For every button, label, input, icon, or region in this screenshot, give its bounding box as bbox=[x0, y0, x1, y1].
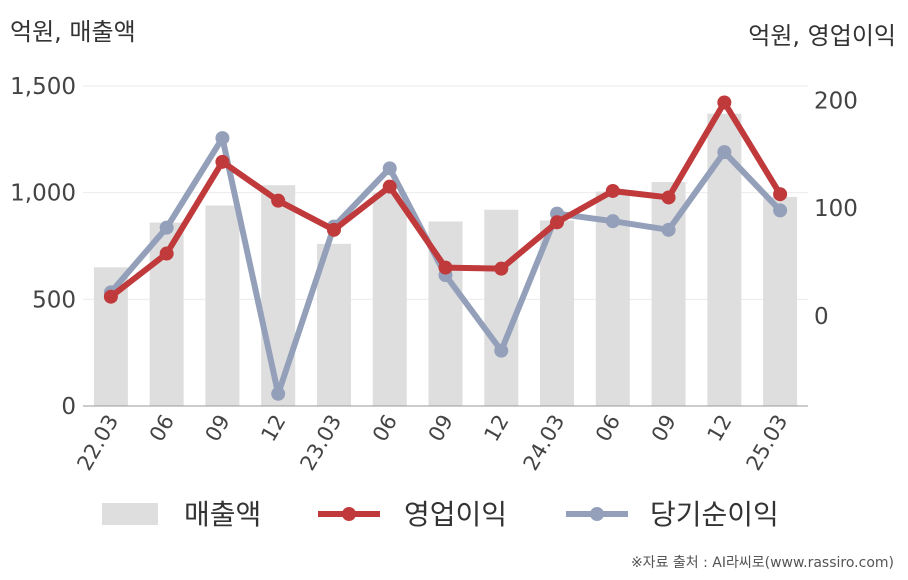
x-tick-label-3: 12 bbox=[256, 411, 290, 446]
legend: 매출액 영업이익 당기순이익 bbox=[102, 498, 779, 531]
operating-profit-point-7 bbox=[494, 261, 509, 276]
right-tick-label-2: 200 bbox=[814, 88, 858, 114]
bar-7 bbox=[484, 209, 519, 406]
x-tick-label-7: 12 bbox=[479, 411, 513, 446]
net-income-point-10 bbox=[661, 222, 676, 237]
legend-marker-net-income bbox=[590, 507, 604, 521]
bar-12 bbox=[763, 196, 798, 406]
bar-4 bbox=[316, 243, 351, 406]
bar-3 bbox=[261, 185, 296, 406]
operating-profit-point-9 bbox=[605, 183, 620, 198]
net-income-point-1 bbox=[159, 220, 174, 235]
bar-10 bbox=[651, 182, 686, 406]
operating-profit-point-3 bbox=[271, 193, 286, 208]
legend-swatch-bar bbox=[102, 503, 158, 525]
net-income-point-12 bbox=[773, 203, 788, 218]
x-tick-label-4: 23.03 bbox=[295, 411, 346, 475]
net-income-point-2 bbox=[215, 131, 230, 146]
legend-label-2: 당기순이익 bbox=[650, 498, 779, 531]
right-axis-ticks: 0 100 200 bbox=[814, 88, 858, 330]
bar-2 bbox=[205, 205, 240, 406]
net-income-point-11 bbox=[717, 145, 732, 160]
bar-5 bbox=[372, 192, 407, 406]
left-axis-unit-label: 억원, 매출액 bbox=[10, 18, 136, 46]
x-tick-label-9: 06 bbox=[591, 411, 625, 446]
x-axis-ticks: 22.03 06 09 12 23.03 06 09 12 24.03 06 09 12 25.03 bbox=[72, 411, 792, 475]
x-tick-label-8: 24.03 bbox=[519, 411, 570, 475]
left-tick-label-1: 500 bbox=[32, 287, 76, 313]
x-tick-label-1: 06 bbox=[145, 411, 179, 446]
x-tick-label-6: 09 bbox=[424, 411, 458, 446]
legend-label-0: 매출액 bbox=[184, 498, 261, 531]
operating-profit-point-2 bbox=[215, 154, 230, 169]
right-axis-unit-label: 억원, 영업이익 bbox=[748, 22, 896, 50]
x-tick-label-2: 09 bbox=[201, 411, 235, 446]
operating-profit-point-10 bbox=[661, 190, 676, 205]
net-income-point-3 bbox=[271, 386, 286, 401]
x-tick-label-10: 09 bbox=[647, 411, 681, 446]
x-tick-label-12: 25.03 bbox=[742, 411, 793, 475]
net-income-point-9 bbox=[605, 214, 620, 229]
bar-8 bbox=[540, 220, 575, 406]
left-axis-ticks: 0 500 1,000 1,500 bbox=[10, 74, 76, 420]
right-tick-label-0: 0 bbox=[814, 304, 829, 330]
operating-profit-point-1 bbox=[159, 246, 174, 261]
left-tick-label-3: 1,500 bbox=[10, 74, 76, 100]
left-tick-label-0: 0 bbox=[61, 394, 76, 420]
operating-profit-point-0 bbox=[103, 289, 118, 304]
right-tick-label-1: 100 bbox=[814, 196, 858, 222]
operating-profit-point-4 bbox=[326, 222, 341, 237]
line-series bbox=[103, 95, 788, 401]
x-tick-label-5: 06 bbox=[368, 411, 402, 446]
net-income-point-5 bbox=[382, 161, 397, 176]
legend-marker-operating-profit bbox=[342, 507, 356, 521]
operating-profit-point-5 bbox=[382, 179, 397, 194]
x-tick-label-0: 22.03 bbox=[72, 411, 123, 475]
operating-profit-point-12 bbox=[773, 187, 788, 202]
source-note: ※자료 출처 : AI라씨로(www.rassiro.com) bbox=[630, 555, 894, 571]
x-tick-label-11: 12 bbox=[703, 411, 737, 446]
legend-label-1: 영업이익 bbox=[404, 498, 507, 531]
operating-profit-point-6 bbox=[438, 260, 453, 275]
operating-profit-point-11 bbox=[717, 95, 732, 110]
left-tick-label-2: 1,000 bbox=[10, 181, 76, 207]
operating-profit-point-8 bbox=[550, 215, 565, 230]
net-income-point-7 bbox=[494, 343, 509, 358]
